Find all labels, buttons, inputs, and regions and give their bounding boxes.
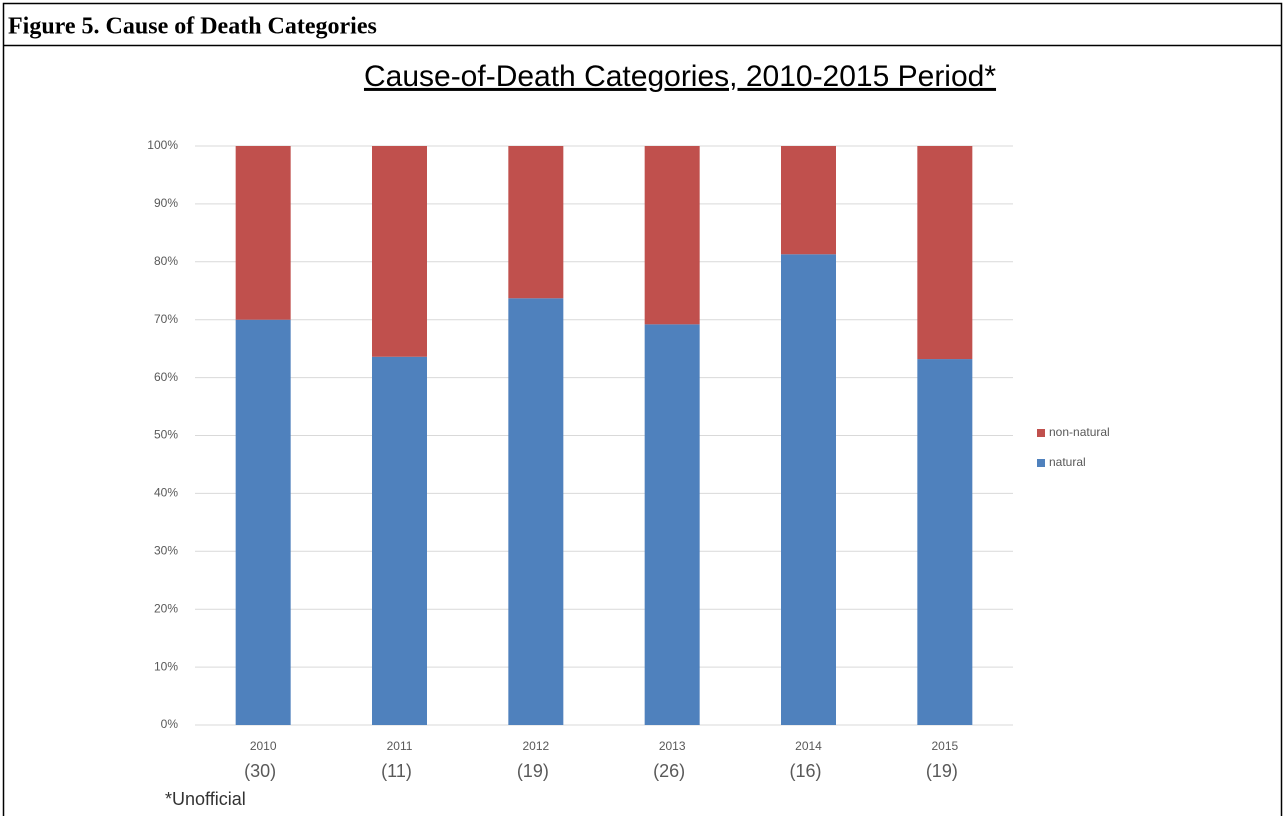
- y-tick-label: 0%: [161, 717, 179, 731]
- y-tick-label: 10%: [154, 659, 178, 673]
- x-tick-label: 2014: [795, 739, 822, 753]
- legend-swatch: [1037, 429, 1045, 437]
- x-tick-label: 2013: [659, 739, 686, 753]
- bar-segment: [508, 298, 564, 725]
- figure-heading: Figure 5. Cause of Death Categories: [8, 14, 377, 40]
- x-tick-label: 2012: [522, 739, 549, 753]
- y-tick-label: 70%: [154, 312, 178, 326]
- x-tick-label: 2015: [931, 739, 958, 753]
- chart-title: Cause-of-Death Categories, 2010-2015 Per…: [364, 60, 996, 93]
- bar-segment: [235, 146, 291, 320]
- bar-segment: [644, 146, 700, 325]
- y-tick-label: 90%: [154, 196, 178, 210]
- y-tick-label: 20%: [154, 601, 178, 615]
- x-tick-label: 2010: [250, 739, 277, 753]
- x-count-label: (19): [517, 761, 549, 781]
- bar-segment: [781, 146, 836, 255]
- bar-segment: [781, 254, 836, 725]
- bar-segment: [644, 324, 700, 725]
- x-count-label: (30): [244, 761, 276, 781]
- footnote: *Unofficial: [165, 789, 246, 809]
- bar-segment: [508, 146, 564, 299]
- bar-segment: [235, 319, 291, 725]
- x-count-label: (11): [381, 761, 412, 781]
- x-count-label: (16): [789, 761, 821, 781]
- y-tick-label: 100%: [147, 138, 178, 152]
- x-count-label: (19): [926, 761, 958, 781]
- y-tick-label: 40%: [154, 486, 178, 500]
- y-tick-label: 50%: [154, 428, 178, 442]
- bar-segment: [917, 359, 973, 725]
- legend-label: natural: [1049, 455, 1086, 469]
- y-tick-label: 30%: [154, 543, 178, 557]
- bar-segment: [372, 356, 427, 725]
- legend-label: non-natural: [1049, 425, 1110, 439]
- y-tick-label: 80%: [154, 254, 178, 268]
- x-count-label: (26): [653, 761, 685, 781]
- bar-segment: [917, 146, 973, 360]
- x-tick-label: 2011: [387, 739, 413, 753]
- legend-swatch: [1037, 459, 1045, 467]
- bar-segment: [372, 146, 427, 357]
- y-tick-label: 60%: [154, 370, 178, 384]
